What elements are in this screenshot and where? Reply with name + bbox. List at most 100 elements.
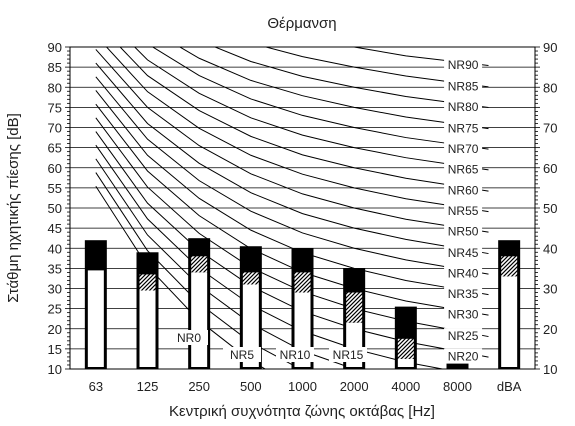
bars	[84, 238, 521, 369]
nr-label-1: NR5	[230, 348, 254, 362]
bar-white-1	[139, 290, 156, 367]
bar-hatched-8	[501, 256, 518, 277]
nr-label-17: NR85	[448, 80, 479, 94]
chart-title: Θέρμανση	[267, 15, 336, 32]
left-tick-label-16: 90	[48, 40, 62, 55]
right-tick-label-3: 40	[543, 241, 557, 256]
x-tick-label-2: 250	[188, 379, 210, 394]
bar-hatched-5	[346, 292, 363, 323]
nr-label-bg-9	[444, 245, 483, 261]
left-tick-label-0: 10	[48, 362, 62, 377]
x-tick-label-3: 500	[240, 379, 262, 394]
nr-label-15: NR75	[448, 121, 479, 135]
bar-hatched-3	[242, 272, 259, 285]
left-tick-label-9: 55	[48, 181, 62, 196]
left-tick-label-8: 50	[48, 201, 62, 216]
left-tick-label-10: 60	[48, 161, 62, 176]
nr-label-bg-5	[444, 328, 483, 344]
nr-label-3: NR15	[333, 348, 364, 362]
nr-label-bg-11	[444, 203, 483, 219]
nr-label-bg-16	[444, 99, 483, 115]
y-axis-title: Στάθμη ηχητικής πίεσης [dB]	[5, 113, 22, 303]
nr-curve-18	[351, 47, 489, 67]
x-tick-label-5: 2000	[340, 379, 369, 394]
left-tick-label-4: 30	[48, 282, 62, 297]
nr-label-bg-15	[444, 120, 483, 136]
nr-label-bg-12	[444, 182, 483, 198]
x-tick-label-4: 1000	[288, 379, 317, 394]
nr-label-bg-6	[444, 306, 483, 322]
nr-label-4: NR20	[448, 350, 479, 364]
right-tick-label-1: 20	[543, 322, 557, 337]
left-tick-label-12: 70	[48, 121, 62, 136]
right-tick-label-7: 80	[543, 80, 557, 95]
nr-curve-15	[178, 47, 489, 130]
nr-label-bg-18	[444, 57, 483, 73]
nr-label-16: NR80	[448, 100, 479, 114]
axis-frame	[65, 46, 540, 370]
left-tick-label-5: 35	[48, 261, 62, 276]
nr-label-bg-7	[444, 286, 483, 302]
bar-black-7	[446, 358, 469, 369]
left-y-axis: 10 15 20 25 30 35 40 45 50 55 60 65 70 75 80 85 90	[48, 40, 62, 377]
nr-label-bg-17	[444, 78, 483, 94]
bar-hatched-4	[294, 272, 311, 293]
nr-curve-12	[119, 47, 489, 192]
x-axis-title: Κεντρική συχνότητα ζώνης οκτάβας [Hz]	[169, 403, 435, 420]
nr-curve-10	[95, 49, 489, 233]
right-tick-label-5: 60	[543, 161, 557, 176]
nr-label-bg-14	[444, 140, 483, 156]
left-tick-label-1: 15	[48, 342, 62, 357]
left-tick-label-7: 45	[48, 221, 62, 236]
nr-label-bg-3	[329, 347, 367, 362]
right-tick-label-8: 90	[543, 40, 557, 55]
x-tick-label-0: 63	[89, 379, 103, 394]
bar-hatched-2	[191, 256, 208, 273]
nr-label-bg-1	[223, 347, 261, 362]
nr-curve-9	[95, 62, 489, 255]
nr-label-9: NR45	[448, 246, 479, 260]
nr-curve-14	[151, 47, 489, 150]
left-tick-label-6: 40	[48, 241, 62, 256]
nr-curve-13	[133, 47, 489, 171]
nr-curve-0	[95, 185, 267, 369]
right-tick-label-6: 70	[543, 121, 557, 136]
bar-white-6	[397, 358, 414, 367]
nr-label-10: NR50	[448, 225, 479, 239]
x-tick-label-8: dBA	[497, 379, 522, 394]
nr-label-bg-0	[170, 330, 208, 345]
nr-label-5: NR25	[448, 329, 479, 343]
x-tick-label-1: 125	[137, 379, 159, 394]
nr-labels: NR20 NR25 NR30 NR35 NR40 NR45 NR50 NR55 NR60 NR65…	[170, 57, 483, 364]
nr-curve-16	[213, 47, 489, 108]
nr-label-bg-4	[444, 348, 483, 364]
nr-label-12: NR60	[448, 184, 479, 198]
nr-label-11: NR55	[448, 204, 479, 218]
left-tick-label-15: 85	[48, 60, 62, 75]
nr-label-bg-2	[276, 347, 314, 362]
nr-label-2: NR10	[280, 348, 311, 362]
nr-label-14: NR70	[448, 142, 479, 156]
bar-white-3	[242, 284, 259, 367]
x-axis: 63 125 250 500 1000 2000 4000 8000 dBA	[89, 379, 522, 394]
nr-label-8: NR40	[448, 267, 479, 281]
left-tick-label-11: 65	[48, 141, 62, 156]
nr-label-18: NR90	[448, 58, 479, 72]
bar-hatched-1	[139, 274, 156, 291]
right-tick-label-4: 50	[543, 201, 557, 216]
bar-hatched-6	[397, 338, 414, 359]
nr-curve-11	[105, 47, 489, 213]
nr-curve-1	[95, 172, 302, 369]
right-tick-label-0: 10	[543, 362, 557, 377]
nr-label-bg-8	[444, 265, 483, 281]
nr-label-0: NR0	[177, 331, 201, 345]
x-tick-label-6: 4000	[391, 379, 420, 394]
right-tick-label-2: 30	[543, 282, 557, 297]
left-tick-label-13: 75	[48, 100, 62, 115]
left-tick-label-14: 80	[48, 80, 62, 95]
bar-white-0	[87, 270, 104, 367]
bar-white-8	[501, 276, 518, 367]
nr-label-bg-10	[444, 223, 483, 239]
